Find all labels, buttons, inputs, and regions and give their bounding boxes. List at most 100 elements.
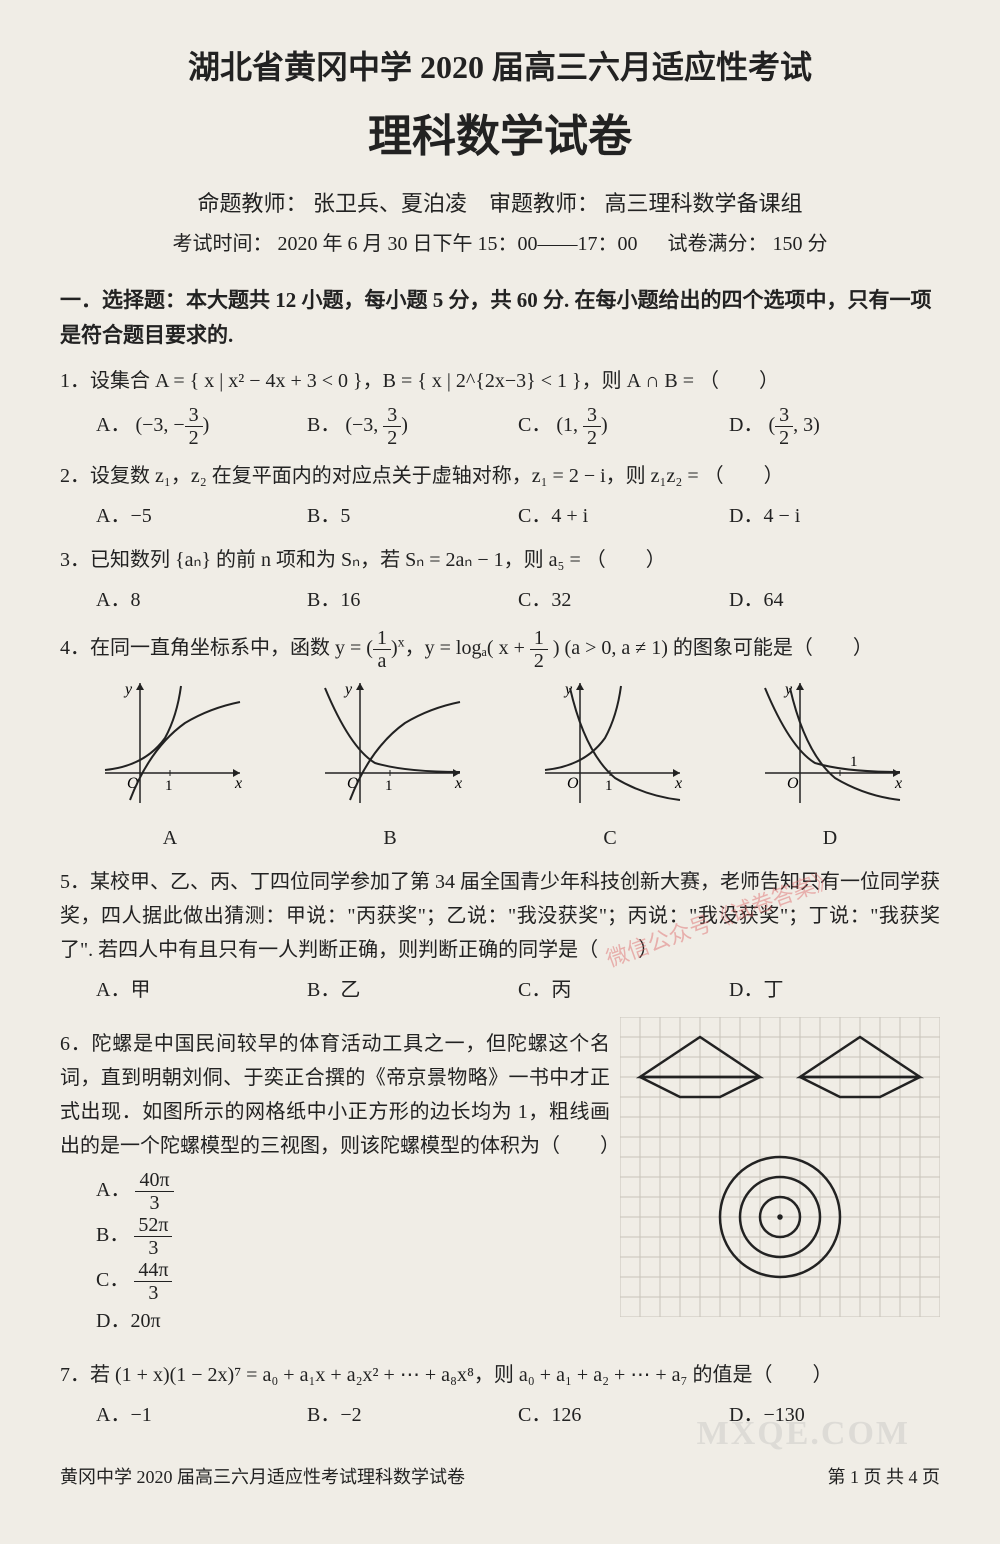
exam-title-1: 湖北省黄冈中学 2020 届高三六月适应性考试 xyxy=(60,40,940,94)
q2-opt-a: A．−5 xyxy=(96,499,307,533)
q1-opt-a: A． (−3, −32) xyxy=(96,404,307,449)
q1-d-l: ( xyxy=(768,414,775,436)
page-footer: 黄冈中学 2020 届高三六月适应性考试理科数学试卷 第 1 页 共 4 页 xyxy=(60,1462,940,1493)
q5-opt-b: B．乙 xyxy=(307,973,518,1007)
q1-b-l: (−3, xyxy=(345,414,383,436)
authors-label: 命题教师： xyxy=(197,191,307,216)
question-6-wrap: 6．陀螺是中国民间较早的体育活动工具之一，但陀螺这个名词，直到明朝刘侗、于奕正合… xyxy=(60,1017,940,1348)
q4-figures: O x y 1 A O x y 1 B O x y 1 xyxy=(60,678,940,855)
svg-text:O: O xyxy=(567,775,579,792)
q3-opt-a: A．8 xyxy=(96,583,307,617)
q6-opt-b: B． 52π3 xyxy=(96,1214,610,1259)
time-label: 考试时间： xyxy=(173,233,273,255)
q4-graph-a: O x y 1 xyxy=(95,678,245,808)
q3-opt-d: D．64 xyxy=(729,583,940,617)
svg-text:1: 1 xyxy=(385,778,393,794)
q1-options: A． (−3, −32) B． (−3, 32) C． (1, 32) D． (… xyxy=(96,404,940,449)
question-6: 6．陀螺是中国民间较早的体育活动工具之一，但陀螺这个名词，直到明朝刘侗、于奕正合… xyxy=(60,1027,610,1163)
q5-options: A．甲 B．乙 C．丙 D．丁 xyxy=(96,973,940,1007)
q3-options: A．8 B．16 C．32 D．64 xyxy=(96,583,940,617)
q1-c-l: (1, xyxy=(556,414,583,436)
q4-text-r: ) (a > 0, a ≠ 1) 的图象可能是（ ） xyxy=(548,637,873,659)
q6-opt-a: A． 40π3 xyxy=(96,1169,610,1214)
q1-c-r: ) xyxy=(601,414,608,436)
footer-right: 第 1 页 共 4 页 xyxy=(828,1462,941,1493)
svg-text:1: 1 xyxy=(605,778,613,794)
q4-label-d: D xyxy=(755,821,905,855)
q5-opt-c: C．丙 xyxy=(518,973,729,1007)
q1-d-label: D． xyxy=(729,414,763,436)
q6-c-label: C． xyxy=(96,1269,129,1291)
q1-d-r: , 3) xyxy=(793,414,820,436)
q4-label-a: A xyxy=(95,821,245,855)
svg-text:1: 1 xyxy=(850,754,858,770)
authors-line: 命题教师： 张卫兵、夏泊凌 审题教师： 高三理科数学备课组 xyxy=(60,185,940,222)
q6-three-view xyxy=(620,1017,940,1317)
q3-opt-c: C．32 xyxy=(518,583,729,617)
svg-text:x: x xyxy=(894,775,902,792)
q6-opt-d: D．20π xyxy=(96,1304,610,1338)
q1-a-frac: 32 xyxy=(185,404,203,449)
q4-fig-c: O x y 1 C xyxy=(535,678,685,855)
svg-text:x: x xyxy=(454,775,462,792)
q6-b-frac: 52π3 xyxy=(134,1214,172,1259)
q4-text-l: 4．在同一直角坐标系中，函数 y = xyxy=(60,637,366,659)
q1-b-frac: 32 xyxy=(383,404,401,449)
fullscore-label: 试卷满分： xyxy=(668,233,768,255)
question-1: 1．设集合 A = { x | x² − 4x + 3 < 0 }，B = { … xyxy=(60,364,940,398)
q1-opt-d: D． (32, 3) xyxy=(729,404,940,449)
question-5: 5．某校甲、乙、丙、丁四位同学参加了第 34 届全国青少年科技创新大赛，老师告知… xyxy=(60,865,940,967)
footer-left: 黄冈中学 2020 届高三六月适应性考试理科数学试卷 xyxy=(60,1462,465,1493)
svg-text:x: x xyxy=(234,775,242,792)
question-2: 2．设复数 z₁，z₂ 在复平面内的对应点关于虚轴对称，z₁ = 2 − i，则… xyxy=(60,459,940,493)
q1-a-r: ) xyxy=(203,414,210,436)
q2-opt-c: C．4 + i xyxy=(518,499,729,533)
q1-c-frac: 32 xyxy=(583,404,601,449)
q4-frac2: 12 xyxy=(530,627,548,672)
q2-opt-b: B．5 xyxy=(307,499,518,533)
reviewers: 高三理科数学备课组 xyxy=(605,191,803,216)
q4-fig-b: O x y 1 B xyxy=(315,678,465,855)
svg-text:y: y xyxy=(343,681,353,698)
svg-text:1: 1 xyxy=(165,778,173,794)
q3-opt-b: B．16 xyxy=(307,583,518,617)
question-3: 3．已知数列 {aₙ} 的前 n 项和为 Sₙ，若 Sₙ = 2aₙ − 1，则… xyxy=(60,543,940,577)
time: 2020 年 6 月 30 日下午 15：00——17：00 xyxy=(278,233,638,255)
q1-opt-b: B． (−3, 32) xyxy=(307,404,518,449)
q4-fig-a: O x y 1 A xyxy=(95,678,245,855)
q1-opt-c: C． (1, 32) xyxy=(518,404,729,449)
q4-graph-b: O x y 1 xyxy=(315,678,465,808)
exam-title-2: 理科数学试卷 xyxy=(60,100,940,175)
svg-text:y: y xyxy=(123,681,133,698)
q6-a-frac: 40π3 xyxy=(135,1169,173,1214)
section-1-header: 一．选择题：本大题共 12 小题，每小题 5 分，共 60 分. 在每小题给出的… xyxy=(60,283,940,354)
q1-b-r: ) xyxy=(401,414,408,436)
q4-graph-d: O x y 1 xyxy=(755,678,905,808)
q4-label-b: B xyxy=(315,821,465,855)
q6-figure xyxy=(620,1017,940,1348)
q6-a-label: A． xyxy=(96,1179,130,1201)
q5-opt-d: D．丁 xyxy=(729,973,940,1007)
q1-c-label: C． xyxy=(518,414,551,436)
q1-a-label: A． xyxy=(96,414,130,436)
q4-frac1: 1a xyxy=(373,627,391,672)
reviewers-label: 审题教师： xyxy=(489,191,599,216)
q6-options: A． 40π3 B． 52π3 C． 44π3 D．20π xyxy=(96,1169,610,1338)
corner-watermark: MXQE.COM xyxy=(697,1405,910,1463)
fullscore: 150 分 xyxy=(773,233,828,255)
question-4: 4．在同一直角坐标系中，函数 y = (1a)x，y = logₐ( x + 1… xyxy=(60,627,940,672)
q2-options: A．−5 B．5 C．4 + i D．4 − i xyxy=(96,499,940,533)
q4-text-m: ，y = logₐ( x + xyxy=(405,637,530,659)
exam-info: 考试时间： 2020 年 6 月 30 日下午 15：00——17：00 试卷满… xyxy=(60,227,940,261)
question-7: 7．若 (1 + x)(1 − 2x)⁷ = a₀ + a₁x + a₂x² +… xyxy=(60,1358,940,1392)
q6-c-frac: 44π3 xyxy=(134,1259,172,1304)
svg-text:O: O xyxy=(787,775,799,792)
q6-b-label: B． xyxy=(96,1224,129,1246)
q4-label-c: C xyxy=(535,821,685,855)
svg-text:x: x xyxy=(674,775,682,792)
authors: 张卫兵、夏泊凌 xyxy=(313,191,467,216)
q1-b-label: B． xyxy=(307,414,340,436)
q4-fig-d: O x y 1 D xyxy=(755,678,905,855)
q1-a-l: (−3, − xyxy=(135,414,184,436)
q2-opt-d: D．4 − i xyxy=(729,499,940,533)
